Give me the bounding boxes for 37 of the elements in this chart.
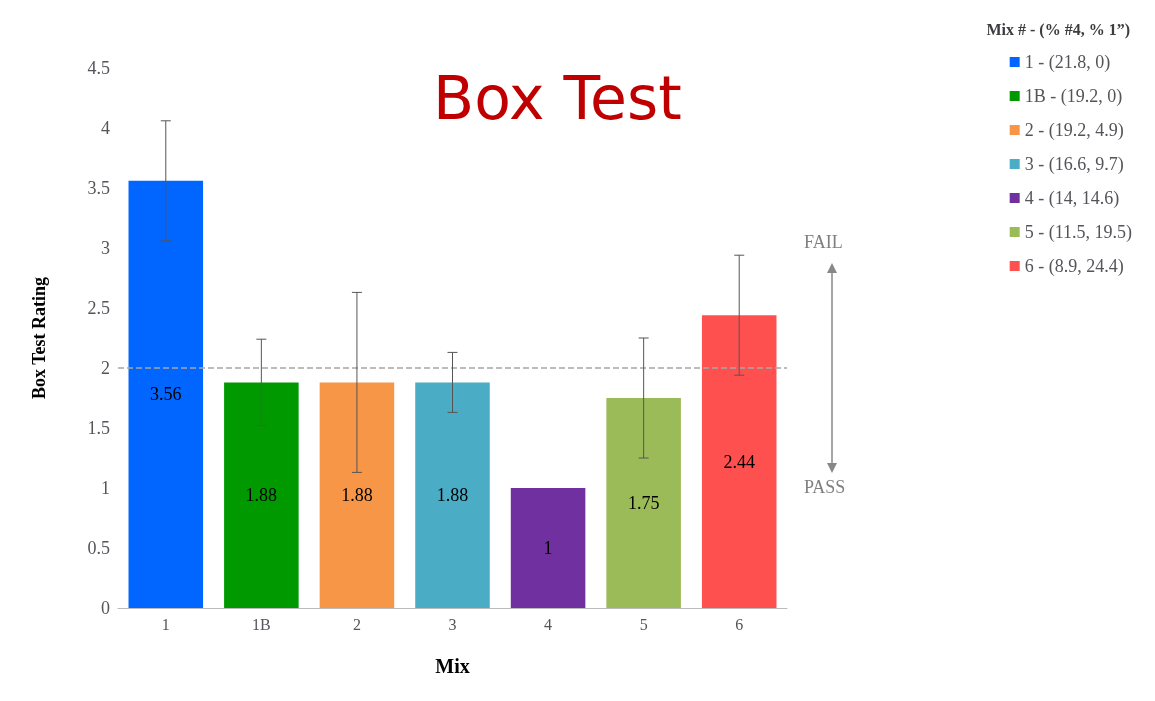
data-label: 1.88	[245, 485, 278, 506]
x-tick-label: 3	[448, 615, 457, 633]
y-tick-label: 4.5	[87, 58, 110, 78]
y-tick-label: 0	[101, 598, 110, 618]
y-tick-label: 0.5	[87, 538, 110, 558]
legend-label: 1B - (19.2, 0)	[1024, 86, 1123, 107]
x-tick-label: 6	[735, 615, 744, 633]
x-tick-label: 1B	[252, 615, 271, 633]
legend-label: 6 - (8.9, 24.4)	[1024, 256, 1124, 277]
x-tick-label: 4	[544, 615, 553, 633]
legend-label: 1 - (21.8, 0)	[1024, 52, 1111, 73]
data-label: 1	[543, 538, 553, 558]
legend-title: Mix # - (% #4, % 1”)	[986, 20, 1130, 39]
legend-label: 4 - (14, 14.6)	[1024, 188, 1120, 209]
y-axis-title: Box Test Rating	[29, 276, 49, 400]
x-tick-label: 1	[161, 615, 170, 633]
legend-label: 2 - (19.2, 4.9)	[1024, 120, 1124, 141]
data-label: 1.88	[436, 485, 469, 506]
legend-label: 3 - (16.6, 9.7)	[1024, 154, 1124, 175]
text: FAIL	[804, 232, 843, 252]
y-tick-label: 2	[101, 358, 110, 378]
x-axis-title: Mix	[435, 655, 470, 677]
data-label: 2.44	[723, 451, 755, 472]
text: PASS	[804, 477, 846, 497]
data-label: 3.56	[150, 384, 182, 405]
y-tick-label: 3.5	[87, 178, 110, 198]
legend-label: 5 - (11.5, 19.5)	[1024, 222, 1133, 243]
x-tick-label: 2	[352, 615, 361, 633]
chart-title: Box Test	[433, 63, 682, 133]
y-tick-label: 1.5	[87, 418, 110, 438]
x-tick-label: 5	[639, 615, 648, 633]
data-label: 1.75	[627, 493, 660, 513]
y-tick-label: 4	[101, 118, 110, 138]
data-label: 1.88	[341, 485, 373, 506]
y-tick-label: 2.5	[87, 298, 110, 318]
y-tick-label: 3	[101, 238, 110, 258]
y-tick-label: 1	[101, 478, 110, 498]
